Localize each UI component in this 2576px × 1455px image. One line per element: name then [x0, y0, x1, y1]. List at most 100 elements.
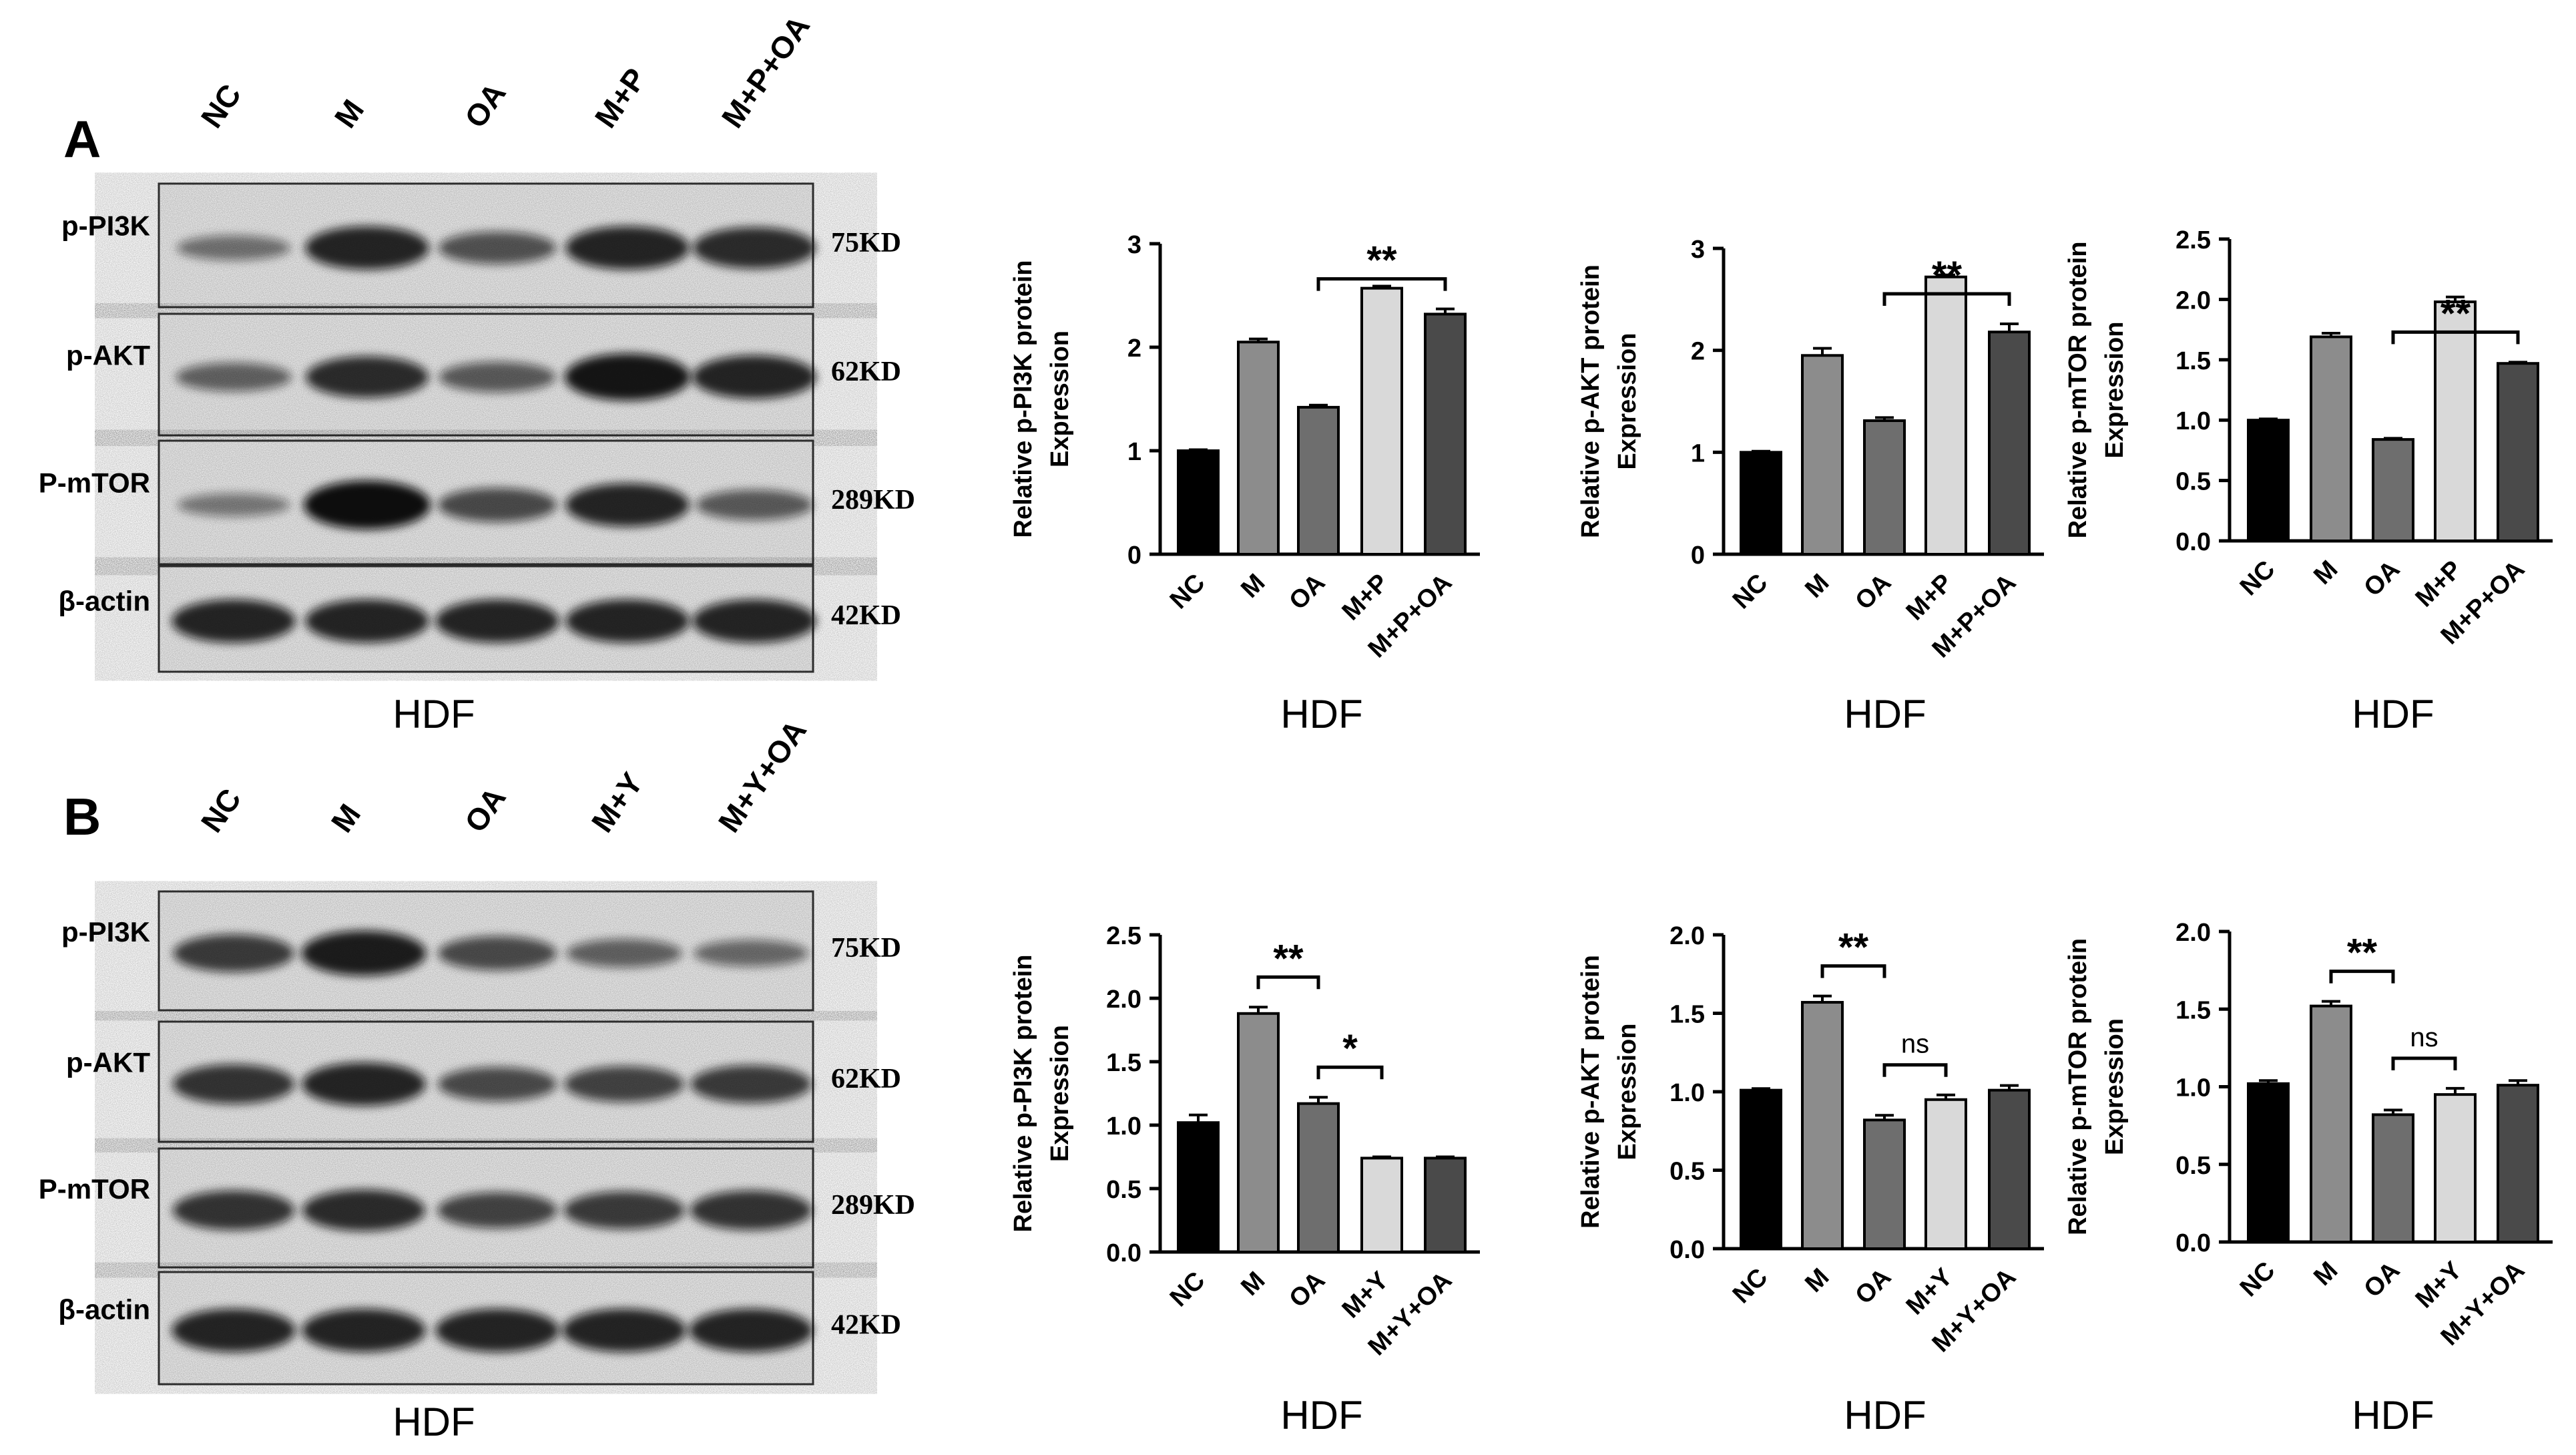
y-tick-label: 0.0	[2175, 528, 2211, 556]
bar	[1740, 1088, 1782, 1251]
y-axis-label: Relative p-mTOR protein	[2064, 242, 2092, 539]
x-tick-label: NC	[2235, 556, 2281, 602]
x-tick-label: M	[1800, 569, 1834, 604]
significance-label: **	[1838, 926, 1869, 970]
blot-band	[693, 227, 816, 269]
y-axis-label: Expression	[2101, 322, 2129, 459]
blot-band	[692, 599, 816, 643]
bar-chart: 0.0 0.5 1.0 1.5 2.0 2.5 Relative p-mTOR protei…	[2064, 226, 2553, 737]
blot-row: β-actin 42KD	[58, 565, 901, 673]
bar	[1177, 1121, 1220, 1253]
protein-label: P-mTOR	[39, 467, 150, 499]
bar	[2310, 335, 2352, 542]
bar	[2497, 362, 2539, 542]
y-axis-label: Relative p-AKT protein	[1577, 955, 1605, 1229]
bar	[1740, 451, 1782, 556]
bar	[1177, 449, 1220, 556]
significance-label: ns	[2410, 1023, 2438, 1052]
y-tick-label: 0.5	[2175, 468, 2211, 496]
lane-label: M+P+OA	[715, 9, 817, 134]
y-tick-label: 2.0	[2175, 919, 2211, 947]
blot-band	[172, 599, 296, 643]
x-tick-label: OA	[1850, 569, 1896, 616]
x-tick-label: M	[2308, 556, 2343, 590]
blot-band	[305, 599, 429, 643]
bar-chart: 0.0 0.5 1.0 1.5 2.0 Relative p-AKT protein Exp…	[1577, 922, 2044, 1438]
y-tick-label: 0	[1691, 542, 1705, 570]
lane-label: M+Y	[585, 766, 650, 838]
y-tick-label: 1	[1691, 439, 1705, 467]
blot-band	[177, 493, 290, 517]
blot-row: p-AKT 62KD	[66, 1020, 901, 1143]
y-tick-label: 1.0	[2175, 407, 2211, 435]
y-tick-label: 1.5	[2175, 347, 2211, 375]
bar-chart: 0 1 2 3 Relative p-AKT protein Expression NC M O…	[1577, 236, 2044, 737]
bar	[1988, 1088, 2031, 1251]
significance-bracket	[1882, 1063, 1948, 1077]
blot-band	[438, 487, 557, 522]
y-axis-label: Expression	[2101, 1018, 2129, 1155]
x-tick-label: NC	[2235, 1257, 2281, 1303]
bar	[2434, 300, 2477, 542]
lane-label: NC	[194, 77, 248, 134]
kd-label: 62KD	[831, 1064, 901, 1094]
blot-band	[172, 1190, 295, 1231]
significance-bracket	[1820, 964, 1886, 978]
bar	[1360, 1157, 1403, 1254]
protein-label: p-AKT	[66, 1047, 150, 1078]
chart-caption: HDF	[2352, 692, 2434, 737]
blot-band	[176, 363, 292, 392]
protein-label: p-AKT	[66, 339, 150, 371]
significance-label: ns	[1901, 1030, 1929, 1059]
bar	[1863, 419, 1906, 556]
x-tick-label: M+Y	[1337, 1267, 1394, 1324]
y-tick-label: 2.0	[1106, 986, 1141, 1014]
bar	[1924, 275, 1967, 556]
lane-label: M+P	[588, 61, 654, 134]
chart-caption: HDF	[1844, 692, 1926, 737]
kd-label: 75KD	[831, 933, 901, 964]
y-tick-label: 2.0	[1669, 922, 1705, 950]
y-tick-label: 0.0	[1106, 1239, 1141, 1267]
bar	[1297, 405, 1340, 556]
protein-label: P-mTOR	[39, 1173, 150, 1205]
bar	[2372, 438, 2414, 542]
kd-label: 62KD	[831, 357, 901, 387]
blot-band	[304, 480, 431, 530]
y-tick-label: 2.0	[2175, 286, 2211, 315]
blot-caption: HDF	[393, 692, 475, 737]
bar	[2247, 419, 2290, 543]
bar	[1424, 313, 1467, 556]
blot-band	[694, 940, 808, 967]
x-tick-label: OA	[1284, 569, 1330, 616]
blot-band	[690, 1065, 812, 1103]
significance-bracket	[1316, 1065, 1384, 1080]
significance-label: **	[2440, 292, 2471, 335]
y-tick-label: 0.0	[2175, 1229, 2211, 1257]
lane-label: M	[328, 93, 371, 134]
blot-panel-B: B NC M OA M+Y M+Y+OA p-PI3K 75KD p-AKT 62KD P-mTOR…	[39, 714, 915, 1444]
lane-label: M	[324, 798, 368, 839]
blot-band	[564, 1066, 684, 1102]
bar	[1237, 341, 1280, 556]
blot-band	[690, 1190, 812, 1231]
bar	[2434, 1093, 2477, 1243]
blot-band	[301, 930, 427, 976]
lane-label: NC	[194, 782, 248, 838]
blot-band	[565, 226, 690, 270]
bar-chart: 0 1 2 3 Relative p-PI3K protein Expression NC M…	[1009, 231, 1480, 737]
blot-caption: HDF	[393, 1400, 475, 1444]
y-axis-label: Expression	[1046, 331, 1074, 467]
y-axis-label: Relative p-PI3K protein	[1009, 260, 1037, 538]
y-tick-label: 0.5	[1669, 1158, 1705, 1186]
y-tick-label: 1.5	[1106, 1049, 1141, 1077]
protein-label: p-PI3K	[61, 916, 150, 948]
y-axis-label: Expression	[1046, 1025, 1074, 1162]
y-axis-label: Expression	[1613, 333, 1641, 470]
kd-label: 75KD	[831, 228, 901, 258]
y-tick-label: 3	[1691, 236, 1705, 264]
blot-band	[302, 1308, 426, 1352]
y-tick-label: 2	[1691, 338, 1705, 366]
x-tick-label: OA	[1284, 1267, 1330, 1313]
blot-band	[306, 356, 429, 398]
